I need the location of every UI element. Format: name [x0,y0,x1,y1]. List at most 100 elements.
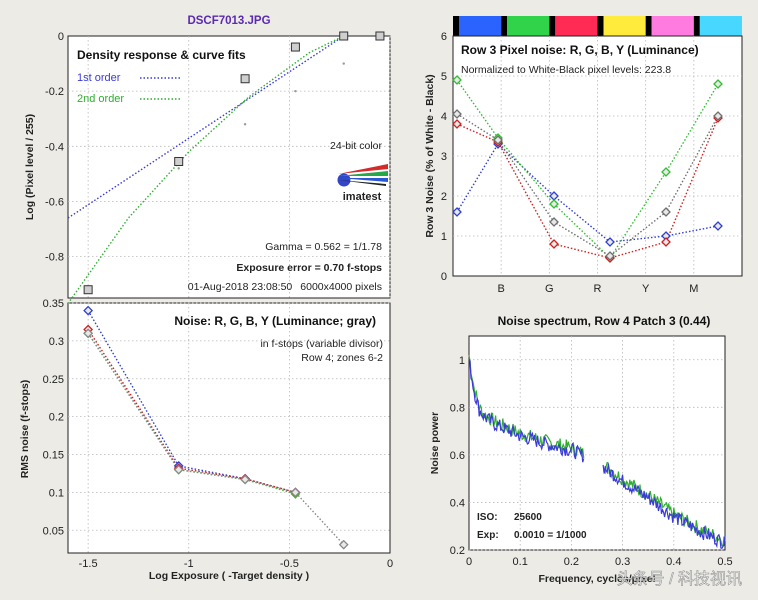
row3-y-tick-label: 4 [441,111,447,123]
row3-x-tick-label: M [689,283,698,295]
spectrum-x-tick-label: 0.2 [564,556,579,568]
noise-point [240,474,251,485]
row3-point [549,217,559,227]
spectrum-y-tick-label: 0.2 [450,545,465,557]
noise-note-units: in f-stops (variable divisor) [260,338,383,350]
density-minor-point [243,123,247,126]
color-strip-patch [549,16,556,36]
spectrum-y-axis-title: Noise power [429,412,441,474]
row3-series-line [456,79,719,260]
row3-point [452,119,462,129]
row3-y-tick-label: 5 [441,71,447,83]
spectrum-series-line [602,463,726,550]
noise-point [83,305,94,316]
spectrum-x-tick-label: 0.3 [615,556,630,568]
noise-x-tick-label: 0 [387,558,393,570]
spectrum-grid [469,336,725,551]
noise-y-tick-label: 0.25 [43,374,64,386]
noise-y-tick-label: 0.05 [43,525,64,537]
noise-x-tick-label: -1 [184,558,194,570]
noise-x-tick-label: -0.5 [280,558,299,570]
legend-2nd-order-label: 2nd order [77,93,124,105]
density-grid [68,36,391,298]
row3-title: Row 3 Pixel noise: R, G, B, Y (Luminance… [461,43,699,57]
row3-x-tick-label: G [545,283,554,295]
exposure-error-readout: Exposure error = 0.70 f-stops [236,262,382,274]
row3-y-tick-label: 3 [441,151,447,163]
noise-x-tick-label: -1.5 [79,558,98,570]
spectrum-x-tick-label: 0.1 [513,556,528,568]
noise-y-tick-label: 0.1 [49,487,64,499]
density-y-tick-label: 0 [58,31,64,43]
spectrum-x-tick-label: 0.5 [717,556,732,568]
spectrum-series [468,355,726,550]
noise-point [83,328,94,339]
spectrum-x-tick-label: 0 [466,556,472,568]
iso-readout: ISO: 25600 [477,512,542,523]
row3-point [549,199,559,209]
logo-blue-ray [338,178,388,182]
density-y-ticks: 0 -0.2 -0.4 -0.6 -0.8 [45,31,64,264]
noise-title: Noise: R, G, B, Y (Luminance; gray) [174,314,376,328]
spectrum-series-line [468,358,585,463]
logo-ball-icon [337,173,351,187]
color-strip-patch [459,16,502,36]
noise-point [173,464,184,475]
density-point [375,31,385,41]
density-point [240,74,250,84]
noise-y-ticks: 0.05 0.1 0.15 0.2 0.25 0.3 0.35 [43,298,64,537]
color-strip-patch [651,16,694,36]
noise-fstops-panel: 0.05 0.1 0.15 0.2 0.25 0.3 0.35 -1.5 -1 -0.5 0 No… [19,298,393,582]
color-depth-note: 24-bit color [330,140,382,152]
spectrum-x-ticks: 0 0.1 0.2 0.3 0.4 0.5 [466,556,733,568]
spectrum-x-tick-label: 0.4 [666,556,681,568]
noise-series [83,305,349,550]
density-point [83,285,93,295]
row3-x-tick-label: R [594,283,602,295]
row3-y-tick-label: 2 [441,191,447,203]
watermark-text: 头条号 / 科技视讯 [617,570,742,588]
gamma-readout: Gamma = 0.562 = 1/1.78 [265,241,382,253]
iso-value: 25600 [514,512,542,523]
figure-filename: DSCF7013.JPG [187,15,270,27]
exp-label: Exp: [477,530,499,541]
logo-green-ray [338,171,388,176]
row3-point [661,237,671,247]
color-strip-patch [501,16,508,36]
row3-point [661,207,671,217]
density-plot-area [67,35,391,299]
logo-text: imatest [343,191,382,203]
timestamp-size-readout: 01-Aug-2018 23:08:50 6000x4000 pixels [188,281,382,293]
density-y-axis-title: Log (Pixel level / 255) [24,114,36,220]
density-curves [67,35,345,304]
spectrum-y-tick-label: 1 [459,355,465,367]
row3-point [549,239,559,249]
density-title: Density response & curve fits [77,48,246,62]
row3-noise-panel: 0 1 2 3 4 5 6 B G R Y M Row 3 Pixel noise: R, G, B… [424,16,743,295]
logo-black-ray [338,180,386,186]
color-strip-patch [507,16,550,36]
density-y-tick-label: -0.6 [45,196,64,208]
spectrum-y-tick-label: 0.6 [450,450,465,462]
logo-red-ray [338,164,388,174]
density-point [339,31,349,41]
row3-y-tick-label: 1 [441,231,447,243]
color-strip-patch [603,16,646,36]
noise-y-tick-label: 0.15 [43,450,64,462]
imatest-logo: imatest [337,164,388,203]
density-y-tick-label: -0.2 [45,86,64,98]
noise-plot-area [67,302,391,554]
row3-point [605,251,615,261]
row3-point [661,167,671,177]
timestamp: 01-Aug-2018 23:08:50 [188,281,293,293]
row3-y-tick-label: 0 [441,271,447,283]
noise-grid [68,302,390,553]
noise-note-zones: Row 4; zones 6-2 [301,352,383,364]
density-y-tick-label: -0.8 [45,252,64,264]
noise-spectrum-panel: Noise spectrum, Row 4 Patch 3 (0.44) 0.2… [429,314,733,585]
spectrum-y-tick-label: 0.8 [450,402,465,414]
noise-y-axis-title: RMS noise (f-stops) [19,380,31,479]
noise-x-axis-title: Log Exposure ( -Target density ) [149,570,309,582]
noise-y-tick-label: 0.35 [43,298,64,310]
noise-point [290,487,301,498]
